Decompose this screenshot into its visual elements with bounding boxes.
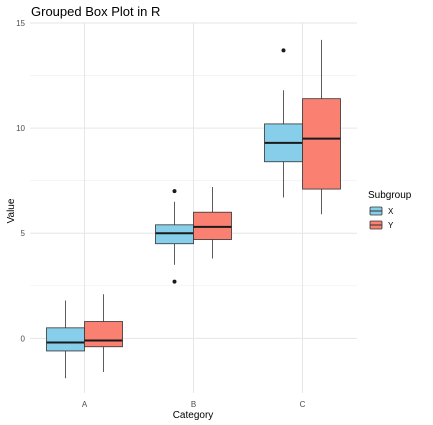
y-tick-label: 5: [21, 229, 26, 238]
x-tick-label: C: [300, 400, 306, 409]
box-y-b: [193, 211, 232, 240]
x-tick-label: A: [82, 400, 88, 409]
y-tick-label: 0: [21, 334, 26, 343]
outlier-point: [281, 48, 286, 53]
y-axis-label: Value: [6, 198, 17, 223]
x-axis-label: Category: [173, 410, 214, 421]
y-tick-label: 15: [16, 19, 25, 28]
box-y-c: [302, 98, 341, 190]
box-y-a: [84, 321, 123, 348]
box-x-b: [155, 224, 194, 245]
outlier-point: [172, 189, 177, 194]
legend-label-x: X: [388, 207, 394, 216]
outlier-point: [172, 279, 177, 284]
plot-layer: 0 5 10 15 A B C: [16, 19, 357, 409]
legend: Subgroup X Y: [368, 190, 412, 230]
x-tick-label: B: [191, 400, 196, 409]
chart-title: Grouped Box Plot in R: [31, 4, 160, 19]
legend-title: Subgroup: [368, 190, 412, 201]
box-x-a: [46, 327, 85, 352]
legend-label-y: Y: [388, 221, 394, 230]
y-tick-label: 10: [16, 124, 25, 133]
